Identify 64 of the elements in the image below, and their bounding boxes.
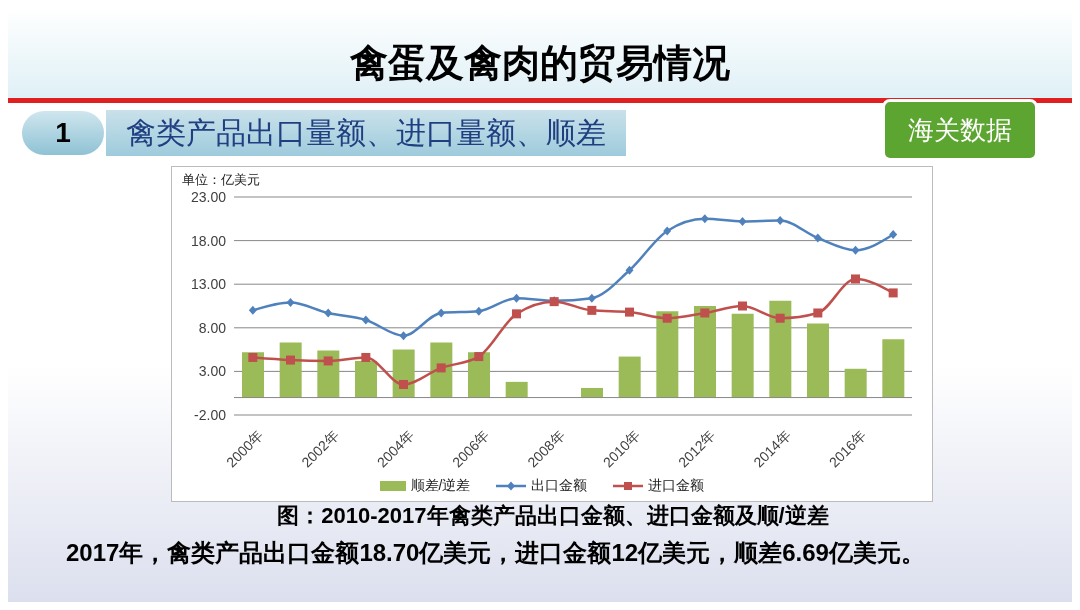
point (324, 308, 333, 318)
point (587, 293, 596, 303)
legend-label: 顺差/逆差 (409, 477, 471, 495)
bar (581, 387, 603, 398)
point (776, 216, 785, 226)
point (700, 214, 709, 224)
legend-label: 出口金额 (530, 477, 588, 495)
chart-subtitle: 禽类产品出口量额、进口量额、顺差 (106, 110, 626, 156)
bar (694, 306, 716, 398)
bar (882, 339, 905, 398)
point (700, 308, 710, 318)
bar (618, 356, 641, 398)
text: 图：2010-2017年禽类产品出口金额、进口金额及顺/逆差 (276, 502, 830, 530)
bar (355, 360, 377, 398)
point (248, 305, 257, 315)
bar (656, 311, 679, 398)
point (474, 352, 484, 362)
point (775, 313, 785, 323)
bar (844, 368, 867, 398)
point (361, 315, 370, 325)
bar (430, 342, 453, 398)
y-tick-label: 23.00 (190, 188, 227, 205)
point (248, 352, 258, 362)
point (851, 274, 860, 284)
point (512, 309, 521, 319)
point (625, 265, 634, 275)
point (738, 301, 747, 311)
point (436, 363, 446, 373)
bar (731, 313, 754, 398)
y-tick-label: 3.00 (198, 363, 227, 380)
point (399, 379, 408, 389)
point (512, 293, 521, 303)
point (813, 233, 822, 243)
bar (279, 342, 302, 398)
point (888, 288, 898, 298)
text: 1 (22, 111, 104, 155)
text: 海关数据 (882, 99, 1038, 161)
bar (769, 300, 792, 398)
point (286, 298, 295, 308)
chart-title: 禽蛋及禽肉的贸易情况 (349, 41, 731, 86)
point (437, 308, 446, 318)
point (889, 230, 898, 239)
bar (505, 381, 528, 398)
point (738, 216, 747, 226)
y-tick-label: 13.00 (190, 276, 227, 293)
bar (807, 323, 829, 398)
point (286, 355, 295, 365)
point (625, 307, 634, 317)
point (813, 308, 823, 318)
y-tick-label: -2.00 (194, 406, 227, 423)
point (851, 245, 860, 255)
point (587, 305, 597, 315)
text: 2017年，禽类产品出口金额18.70亿美元，进口金额12亿美元，顺差6.69亿美元。 (66, 538, 926, 568)
legend-label: 进口金额 (647, 477, 705, 495)
point (361, 352, 371, 362)
point (663, 226, 672, 236)
bar (242, 352, 264, 398)
point (399, 331, 408, 341)
y-tick-label: 18.00 (190, 232, 227, 249)
y-tick-label: 8.00 (198, 319, 227, 336)
point (474, 306, 483, 316)
y-axis-title: 单位：亿美元 (182, 171, 260, 189)
point (323, 356, 333, 366)
point (662, 313, 672, 323)
